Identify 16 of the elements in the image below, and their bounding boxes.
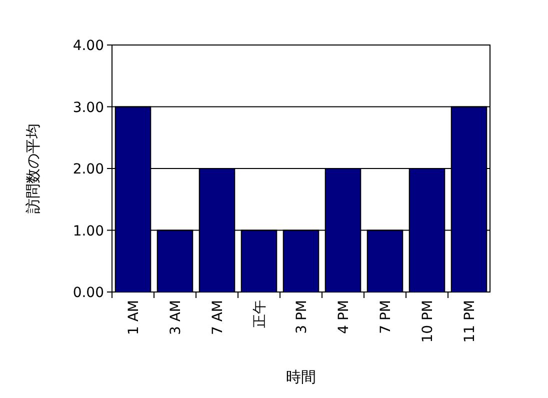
x-tick-label: 1 AM bbox=[126, 300, 142, 336]
x-tick-label: 10 PM bbox=[420, 300, 436, 343]
x-tick-label: 11 PM bbox=[462, 300, 478, 343]
y-tick-label: 3.00 bbox=[72, 100, 104, 116]
y-tick-label: 1.00 bbox=[72, 223, 104, 240]
x-tick-label: 4 PM bbox=[336, 300, 352, 334]
y-tick-label: 2.00 bbox=[72, 162, 104, 178]
y-tick-label: 0.00 bbox=[72, 285, 104, 301]
x-tick-label: 7 PM bbox=[378, 300, 394, 334]
y-tick-label: 4.00 bbox=[72, 38, 104, 54]
x-tick-label: 3 PM bbox=[294, 300, 310, 334]
x-axis-title: 時間 bbox=[286, 368, 316, 386]
x-tick-label: 正午 bbox=[252, 300, 268, 328]
x-tick-label: 3 AM bbox=[168, 300, 184, 336]
y-axis-title: 訪問数の平均 bbox=[24, 124, 42, 214]
x-tick-label: 7 AM bbox=[210, 300, 226, 336]
